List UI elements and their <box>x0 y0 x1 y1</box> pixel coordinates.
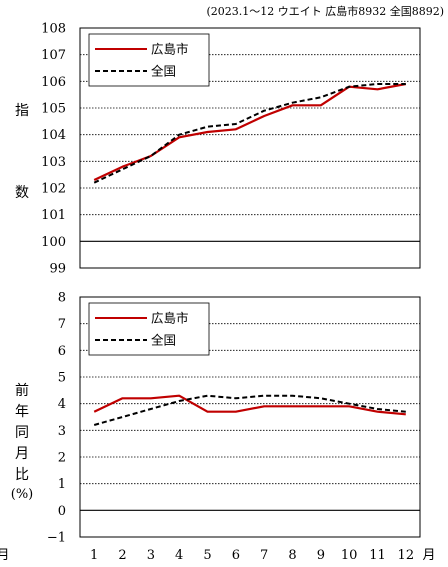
index-y-label: 指数 <box>15 103 29 201</box>
x-tick-label: 2 <box>118 548 126 563</box>
y-axis-label-char: 年 <box>15 404 29 420</box>
x-tick-label: 1 <box>90 548 98 563</box>
yoy-grid <box>80 323 420 511</box>
x-tick-label: 12 <box>398 548 415 563</box>
y-tick-label: 2 <box>58 451 66 466</box>
y-tick-label: 6 <box>58 344 66 359</box>
x-tick-label: 4 <box>175 548 183 563</box>
y-tick-label: 101 <box>41 208 66 223</box>
y-axis-label-char: 月 <box>15 446 29 462</box>
stray-mark: 月 <box>0 548 10 563</box>
legend-label: 広島市 <box>151 311 189 326</box>
y-axis-label-char: 数 <box>15 185 29 201</box>
y-tick-label: 106 <box>41 75 66 90</box>
y-tick-label: 100 <box>41 235 66 250</box>
y-tick-label: 0 <box>58 504 66 519</box>
index-series <box>93 82 407 184</box>
x-tick-label: 8 <box>288 548 296 563</box>
legend-label: 全国 <box>151 333 176 348</box>
y-tick-label: 107 <box>41 48 66 63</box>
index-y-ticks: 99 100 101 102 103 104 105 106 107 108 <box>41 22 66 277</box>
y-axis-label-char: 比 <box>15 467 29 483</box>
y-tick-label: 105 <box>41 102 66 117</box>
y-tick-label: 99 <box>49 262 66 277</box>
y-tick-label: −1 <box>47 531 66 546</box>
y-tick-label: 4 <box>58 397 66 412</box>
y-tick-label: 7 <box>58 317 66 332</box>
y-tick-label: 3 <box>58 424 66 439</box>
legend-label: 全国 <box>151 64 176 79</box>
index-grid <box>80 54 420 242</box>
yoy-series <box>93 394 406 426</box>
y-axis-label-char: 指 <box>15 103 29 119</box>
series-line <box>93 394 406 426</box>
y-tick-label: 8 <box>58 291 66 306</box>
yoy-plot-frame <box>79 296 421 538</box>
x-tick-label: 5 <box>203 548 211 563</box>
legend-label: 広島市 <box>151 42 189 57</box>
series-line <box>93 83 406 184</box>
y-tick-label: 1 <box>58 477 66 492</box>
y-axis-label-char: 同 <box>15 425 29 441</box>
month-unit-label: 月 <box>422 548 435 563</box>
month-ticks: 1 2 3 4 5 6 7 8 9 10 11 12 <box>90 548 414 563</box>
series-line <box>93 82 407 181</box>
weight-note: (2023.1～12 ウエイト 広島市8932 全国8892) <box>206 4 444 18</box>
index-plot-frame <box>79 27 421 269</box>
y-tick-label: 103 <box>41 155 66 170</box>
legend-box <box>88 302 210 356</box>
y-tick-label: 5 <box>58 371 66 386</box>
x-tick-label: 11 <box>369 548 386 563</box>
x-tick-label: 7 <box>260 548 268 563</box>
y-tick-label: 104 <box>41 128 66 143</box>
y-tick-label: 102 <box>41 182 66 197</box>
legend-box <box>88 33 210 87</box>
x-tick-label: 6 <box>232 548 240 563</box>
x-tick-label: 3 <box>147 548 155 563</box>
yoy-y-ticks: −1 0 1 2 3 4 5 6 7 8 <box>47 291 66 546</box>
x-tick-label: 9 <box>317 548 325 563</box>
x-tick-label: 10 <box>341 548 358 563</box>
series-line <box>93 394 406 416</box>
y-tick-label: 108 <box>41 22 66 37</box>
y-axis-unit: (%) <box>11 487 34 502</box>
y-axis-label-char: 前 <box>15 382 29 399</box>
